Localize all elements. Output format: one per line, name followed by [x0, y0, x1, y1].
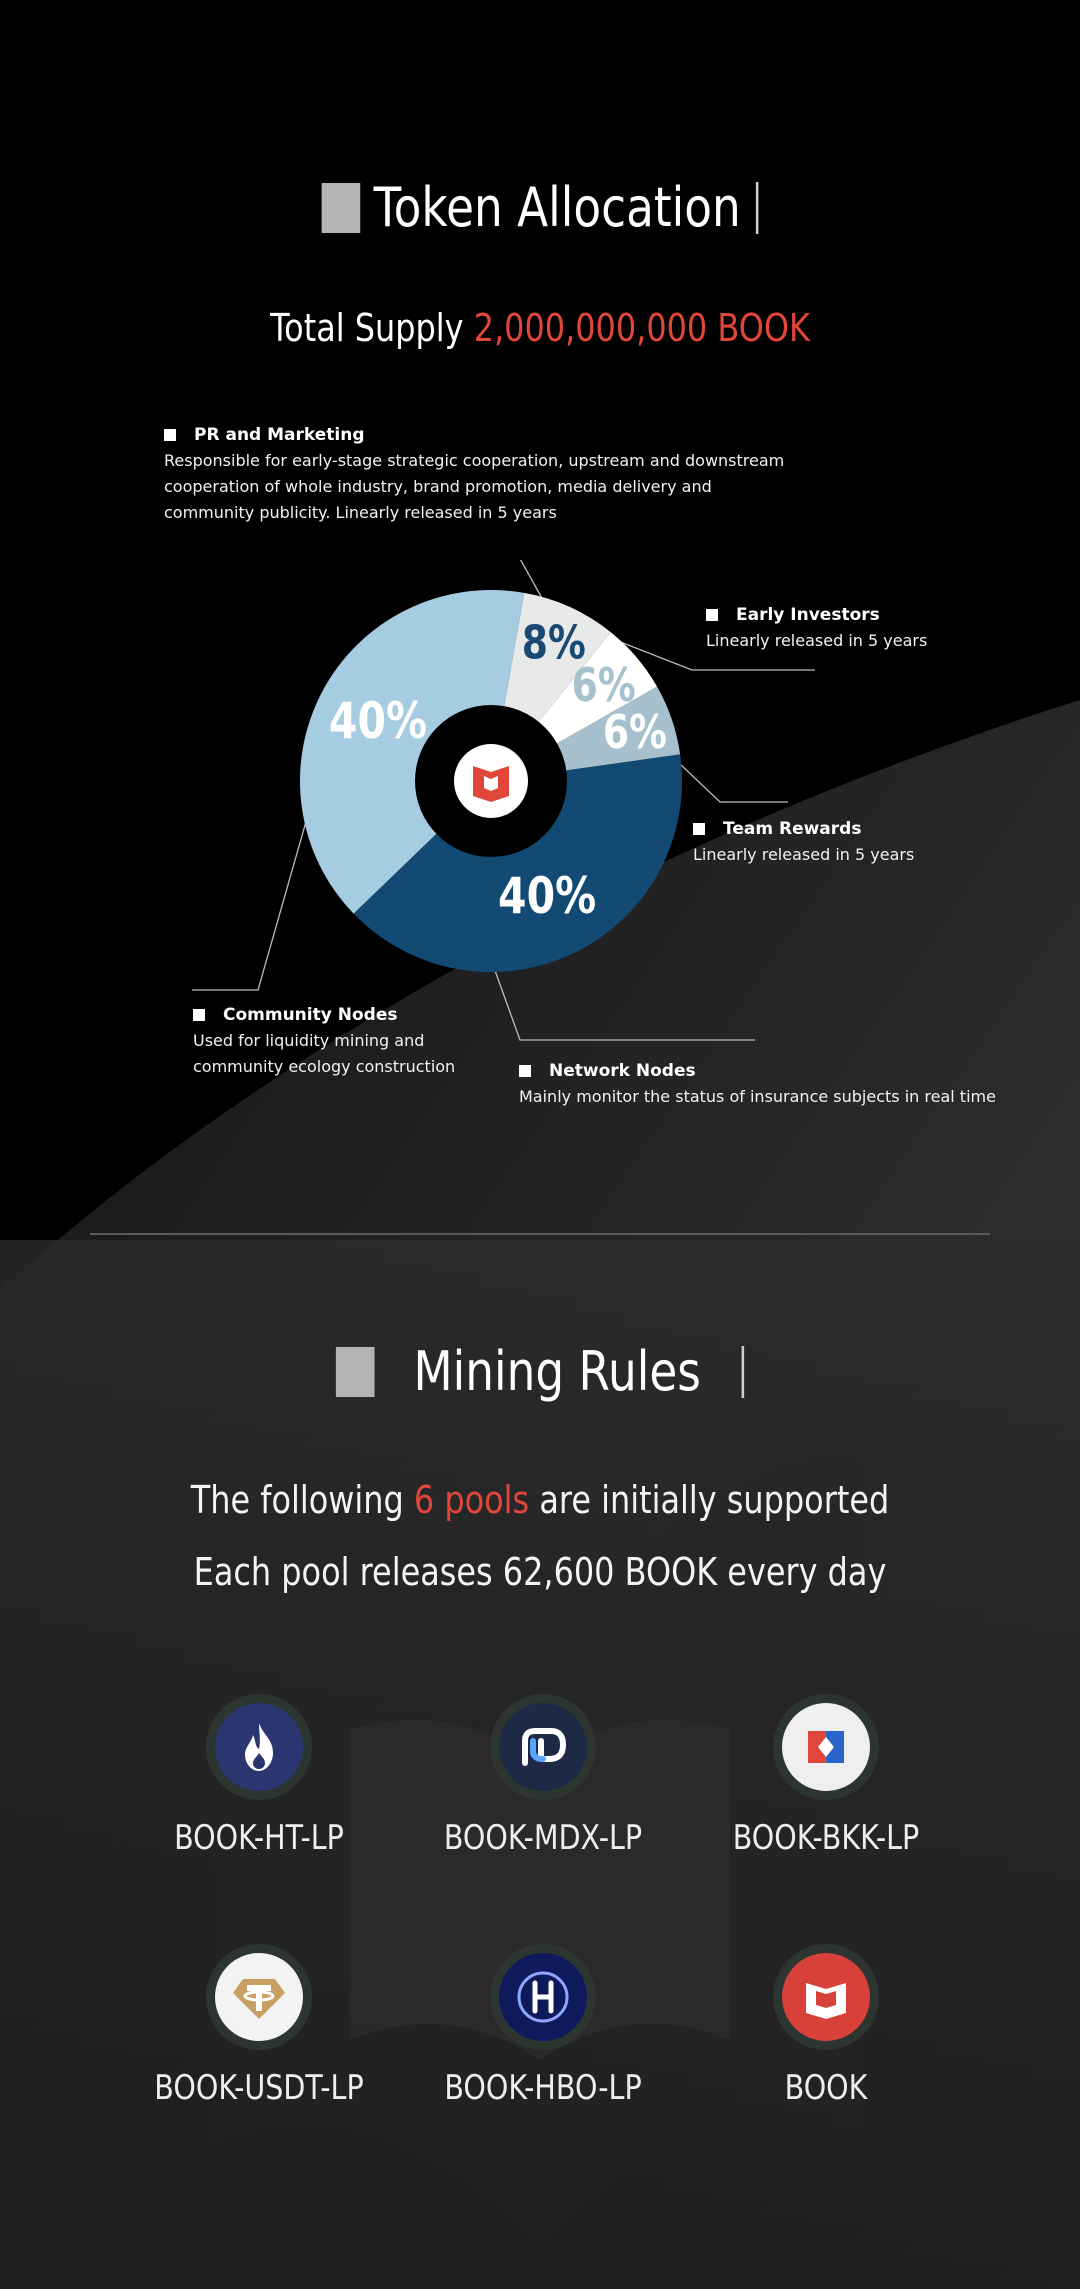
pool-book-ht-lp[interactable]: BOOK-HT-LP	[109, 1694, 409, 1858]
legend-description: Used for liquidity mining and community …	[193, 1031, 456, 1076]
legend-square-icon	[193, 1009, 205, 1021]
pool-book[interactable]: BOOK	[676, 1944, 976, 2108]
legend-pr-marketing: PR and Marketing Responsible for early-s…	[164, 425, 804, 526]
legend-description: Linearly released in 5 years	[693, 845, 915, 864]
pool-book-hbo-lp[interactable]: BOOK-HBO-LP	[393, 1944, 693, 2108]
legend-title: Network Nodes	[549, 1061, 696, 1081]
legend-square-icon	[706, 609, 718, 621]
bkk-icon	[808, 1731, 844, 1763]
title-bar-icon	[755, 181, 759, 234]
pool-label: BOOK-USDT-LP	[154, 2068, 364, 2108]
ht-flame-icon	[245, 1723, 273, 1771]
usdt-tether-icon	[233, 1979, 285, 2019]
legend-description: Linearly released in 5 years	[706, 631, 928, 650]
token-allocation-heading: Token Allocation	[86, 176, 993, 239]
legend-description: Mainly monitor the status of insurance s…	[519, 1087, 996, 1106]
legend-network-nodes: Network Nodes Mainly monitor the status …	[519, 1061, 1039, 1110]
pool-label: BOOK-HT-LP	[174, 1818, 344, 1858]
leader-line-network-nodes	[483, 939, 755, 1041]
legend-title: Team Rewards	[723, 819, 862, 839]
donut-slice-network-nodes	[353, 754, 682, 972]
legend-description: Responsible for early-stage strategic co…	[164, 451, 785, 522]
leader-line-early-investors	[589, 629, 815, 671]
legend-early-investors: Early Investors Linearly released in 5 y…	[706, 605, 1026, 654]
mining-line-1-highlight: 6 pools	[413, 1478, 530, 1522]
mining-line-1-pre: The following	[190, 1478, 404, 1522]
legend-title: Early Investors	[736, 605, 880, 625]
pool-label: BOOK-BKK-LP	[732, 1818, 920, 1858]
pool-book-mdx-lp[interactable]: BOOK-MDX-LP	[393, 1694, 693, 1858]
hbo-icon	[517, 1971, 569, 2023]
legend-square-icon	[519, 1065, 531, 1077]
mining-rules-heading: Mining Rules	[86, 1340, 993, 1403]
book-logo-icon	[806, 1983, 846, 2019]
slice-label-team-rewards: 6%	[603, 705, 667, 759]
title-square-icon	[336, 1346, 375, 1397]
book-logo-icon	[454, 744, 528, 818]
donut-slice-community-nodes	[300, 590, 525, 914]
mining-line-1-post: are initially supported	[539, 1478, 890, 1522]
legend-title: PR and Marketing	[194, 425, 365, 445]
allocation-donut-chart: 8%6%6%40%40%	[192, 560, 815, 1041]
legend-square-icon	[693, 823, 705, 835]
mining-line-2: Each pool releases 62,600 BOOK every day	[193, 1550, 887, 1594]
legend-community-nodes: Community Nodes Used for liquidity minin…	[193, 1005, 483, 1080]
pool-label: BOOK-HBO-LP	[444, 2068, 642, 2108]
supply-label: Total Supply	[270, 306, 464, 350]
slice-label-community-nodes: 40%	[329, 692, 427, 750]
pool-label: BOOK	[784, 2068, 868, 2108]
pool-book-bkk-lp[interactable]: BOOK-BKK-LP	[676, 1694, 976, 1858]
total-supply: Total Supply 2,000,000,000 BOOK	[86, 306, 993, 350]
pool-book-usdt-lp[interactable]: BOOK-USDT-LP	[109, 1944, 409, 2108]
pool-label: BOOK-MDX-LP	[443, 1818, 643, 1858]
legend-title: Community Nodes	[223, 1005, 398, 1025]
mdx-icon	[522, 1728, 566, 1766]
token-allocation-title: Token Allocation	[373, 176, 741, 239]
title-square-icon	[321, 182, 361, 233]
slice-label-pr-and-marketing: 8%	[522, 616, 586, 670]
mining-line-1: The following 6 pools are initially supp…	[86, 1478, 993, 1522]
supply-value: 2,000,000,000 BOOK	[473, 306, 810, 350]
mining-rules-title: Mining Rules	[413, 1340, 701, 1403]
slice-label-network-nodes: 40%	[498, 867, 596, 925]
slice-label-early-investors: 6%	[572, 658, 636, 712]
title-bar-icon	[741, 1345, 744, 1398]
legend-square-icon	[164, 429, 176, 441]
leader-line-community-nodes	[192, 789, 316, 991]
legend-team-rewards: Team Rewards Linearly released in 5 year…	[693, 819, 1013, 868]
leader-line-pr	[519, 560, 544, 601]
